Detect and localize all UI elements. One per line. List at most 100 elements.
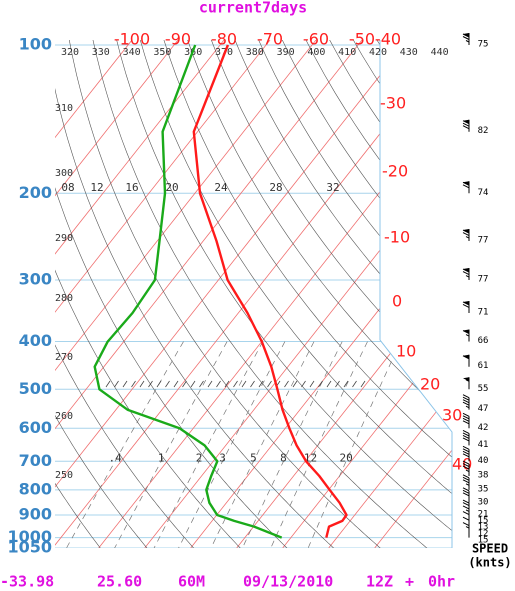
barb-full <box>462 429 470 434</box>
hatch <box>233 380 238 388</box>
hatch <box>309 380 315 388</box>
wind-speed-label: 13 <box>478 523 489 533</box>
theta-label: 410 <box>338 47 356 58</box>
barb-full <box>462 120 470 125</box>
pressure-label: 600 <box>19 418 52 437</box>
wind-speed-label: 12 <box>478 529 489 539</box>
isotherm <box>55 40 133 548</box>
mixing-ratio-line <box>241 341 343 548</box>
wind-barb <box>462 329 470 342</box>
barb-half <box>465 526 470 529</box>
wind-barb <box>462 487 470 503</box>
upper-label: 20 <box>165 181 178 194</box>
barb-full <box>462 502 470 506</box>
mixing-ratio-label: 3 <box>219 451 226 464</box>
right-temp-label: -10 <box>384 228 410 247</box>
dry-adiabat <box>67 40 382 548</box>
barb-full <box>462 499 470 504</box>
footer-item: 12Z <box>366 573 393 591</box>
hatch <box>105 380 111 388</box>
theta-label: 300 <box>55 168 73 179</box>
dry-adiabat <box>114 40 452 548</box>
barb-full <box>462 492 470 497</box>
upper-label: 28 <box>269 181 282 194</box>
right-temp-label: -30 <box>380 94 406 113</box>
barb-full <box>462 271 470 275</box>
dry-adiabat <box>55 40 149 548</box>
theta-label: 260 <box>55 411 73 422</box>
dewpoint-profile <box>93 44 283 539</box>
barb-full <box>462 232 470 236</box>
theta-label: 400 <box>307 47 325 58</box>
top-temp-label: -90 <box>165 30 191 49</box>
barb-full <box>462 487 470 492</box>
top-temp-label: -70 <box>257 30 283 49</box>
barb-full <box>462 516 470 521</box>
hatch <box>122 380 128 388</box>
barb-full <box>462 463 470 467</box>
barb-half <box>465 275 470 278</box>
hatch <box>284 380 289 388</box>
wind-speed-label: 41 <box>478 440 489 450</box>
mixing-ratio-label: 8 <box>280 451 287 464</box>
dry-adiabat <box>349 40 452 548</box>
wind-units: (knts) <box>468 556 511 570</box>
hatch <box>182 380 187 388</box>
barb-half <box>465 334 470 337</box>
dry-adiabat <box>161 40 452 548</box>
right-temp-label: 40 <box>452 455 472 474</box>
dry-adiabat <box>232 40 452 548</box>
wind-speed-label: 21 <box>478 510 489 520</box>
hatch <box>241 380 247 388</box>
barb-full <box>462 355 470 360</box>
dry-adiabat <box>55 40 289 548</box>
hatch <box>207 380 213 388</box>
barb-full <box>462 33 470 38</box>
pressure-label: 700 <box>19 451 52 470</box>
dry-adiabat <box>138 40 452 548</box>
hatch <box>173 380 179 388</box>
wind-speed-label: 38 <box>478 471 489 481</box>
wind-barb <box>462 119 470 132</box>
theta-label: 350 <box>153 47 171 58</box>
pressure-label: 400 <box>19 331 52 350</box>
dry-adiabat <box>55 40 195 548</box>
barb-full <box>462 479 470 484</box>
barb-full <box>462 268 470 273</box>
mixing-ratio-label: 5 <box>250 451 257 464</box>
wind-barb <box>462 33 470 45</box>
mixing-ratio-line <box>113 341 228 548</box>
barb-full <box>462 489 470 494</box>
barb-half <box>465 405 470 409</box>
hatch <box>335 380 340 388</box>
top-temp-label: -60 <box>303 30 329 49</box>
right-temp-label: 30 <box>442 406 462 425</box>
footer-item: 60M <box>178 573 205 591</box>
mixing-ratio-line <box>306 341 402 548</box>
theta-label: 250 <box>55 470 73 481</box>
theta-label: 310 <box>55 103 73 114</box>
barb-half <box>465 469 470 472</box>
wind-barb <box>462 445 470 462</box>
upper-label: 12 <box>90 181 103 194</box>
top-temp-label: -100 <box>114 30 150 49</box>
hatch <box>165 380 170 388</box>
isotherm <box>98 40 452 548</box>
barb-full <box>462 301 470 306</box>
footer-item: 09/13/2010 <box>243 573 333 591</box>
barb-full <box>462 330 470 334</box>
right-temp-label: 0 <box>392 292 402 311</box>
barb-full <box>462 420 470 425</box>
wind-speed-label: 55 <box>478 384 489 394</box>
wind-barb <box>463 377 470 390</box>
pressure-label: 100 <box>19 35 52 54</box>
hatch <box>343 380 349 388</box>
barb-full <box>462 304 470 308</box>
theta-label: 380 <box>246 47 264 58</box>
mixing-ratio-line <box>209 341 315 548</box>
upper-label: 08 <box>61 181 74 194</box>
barb-full <box>462 229 470 234</box>
dry-adiabat <box>55 40 242 548</box>
wind-barb <box>462 522 470 538</box>
